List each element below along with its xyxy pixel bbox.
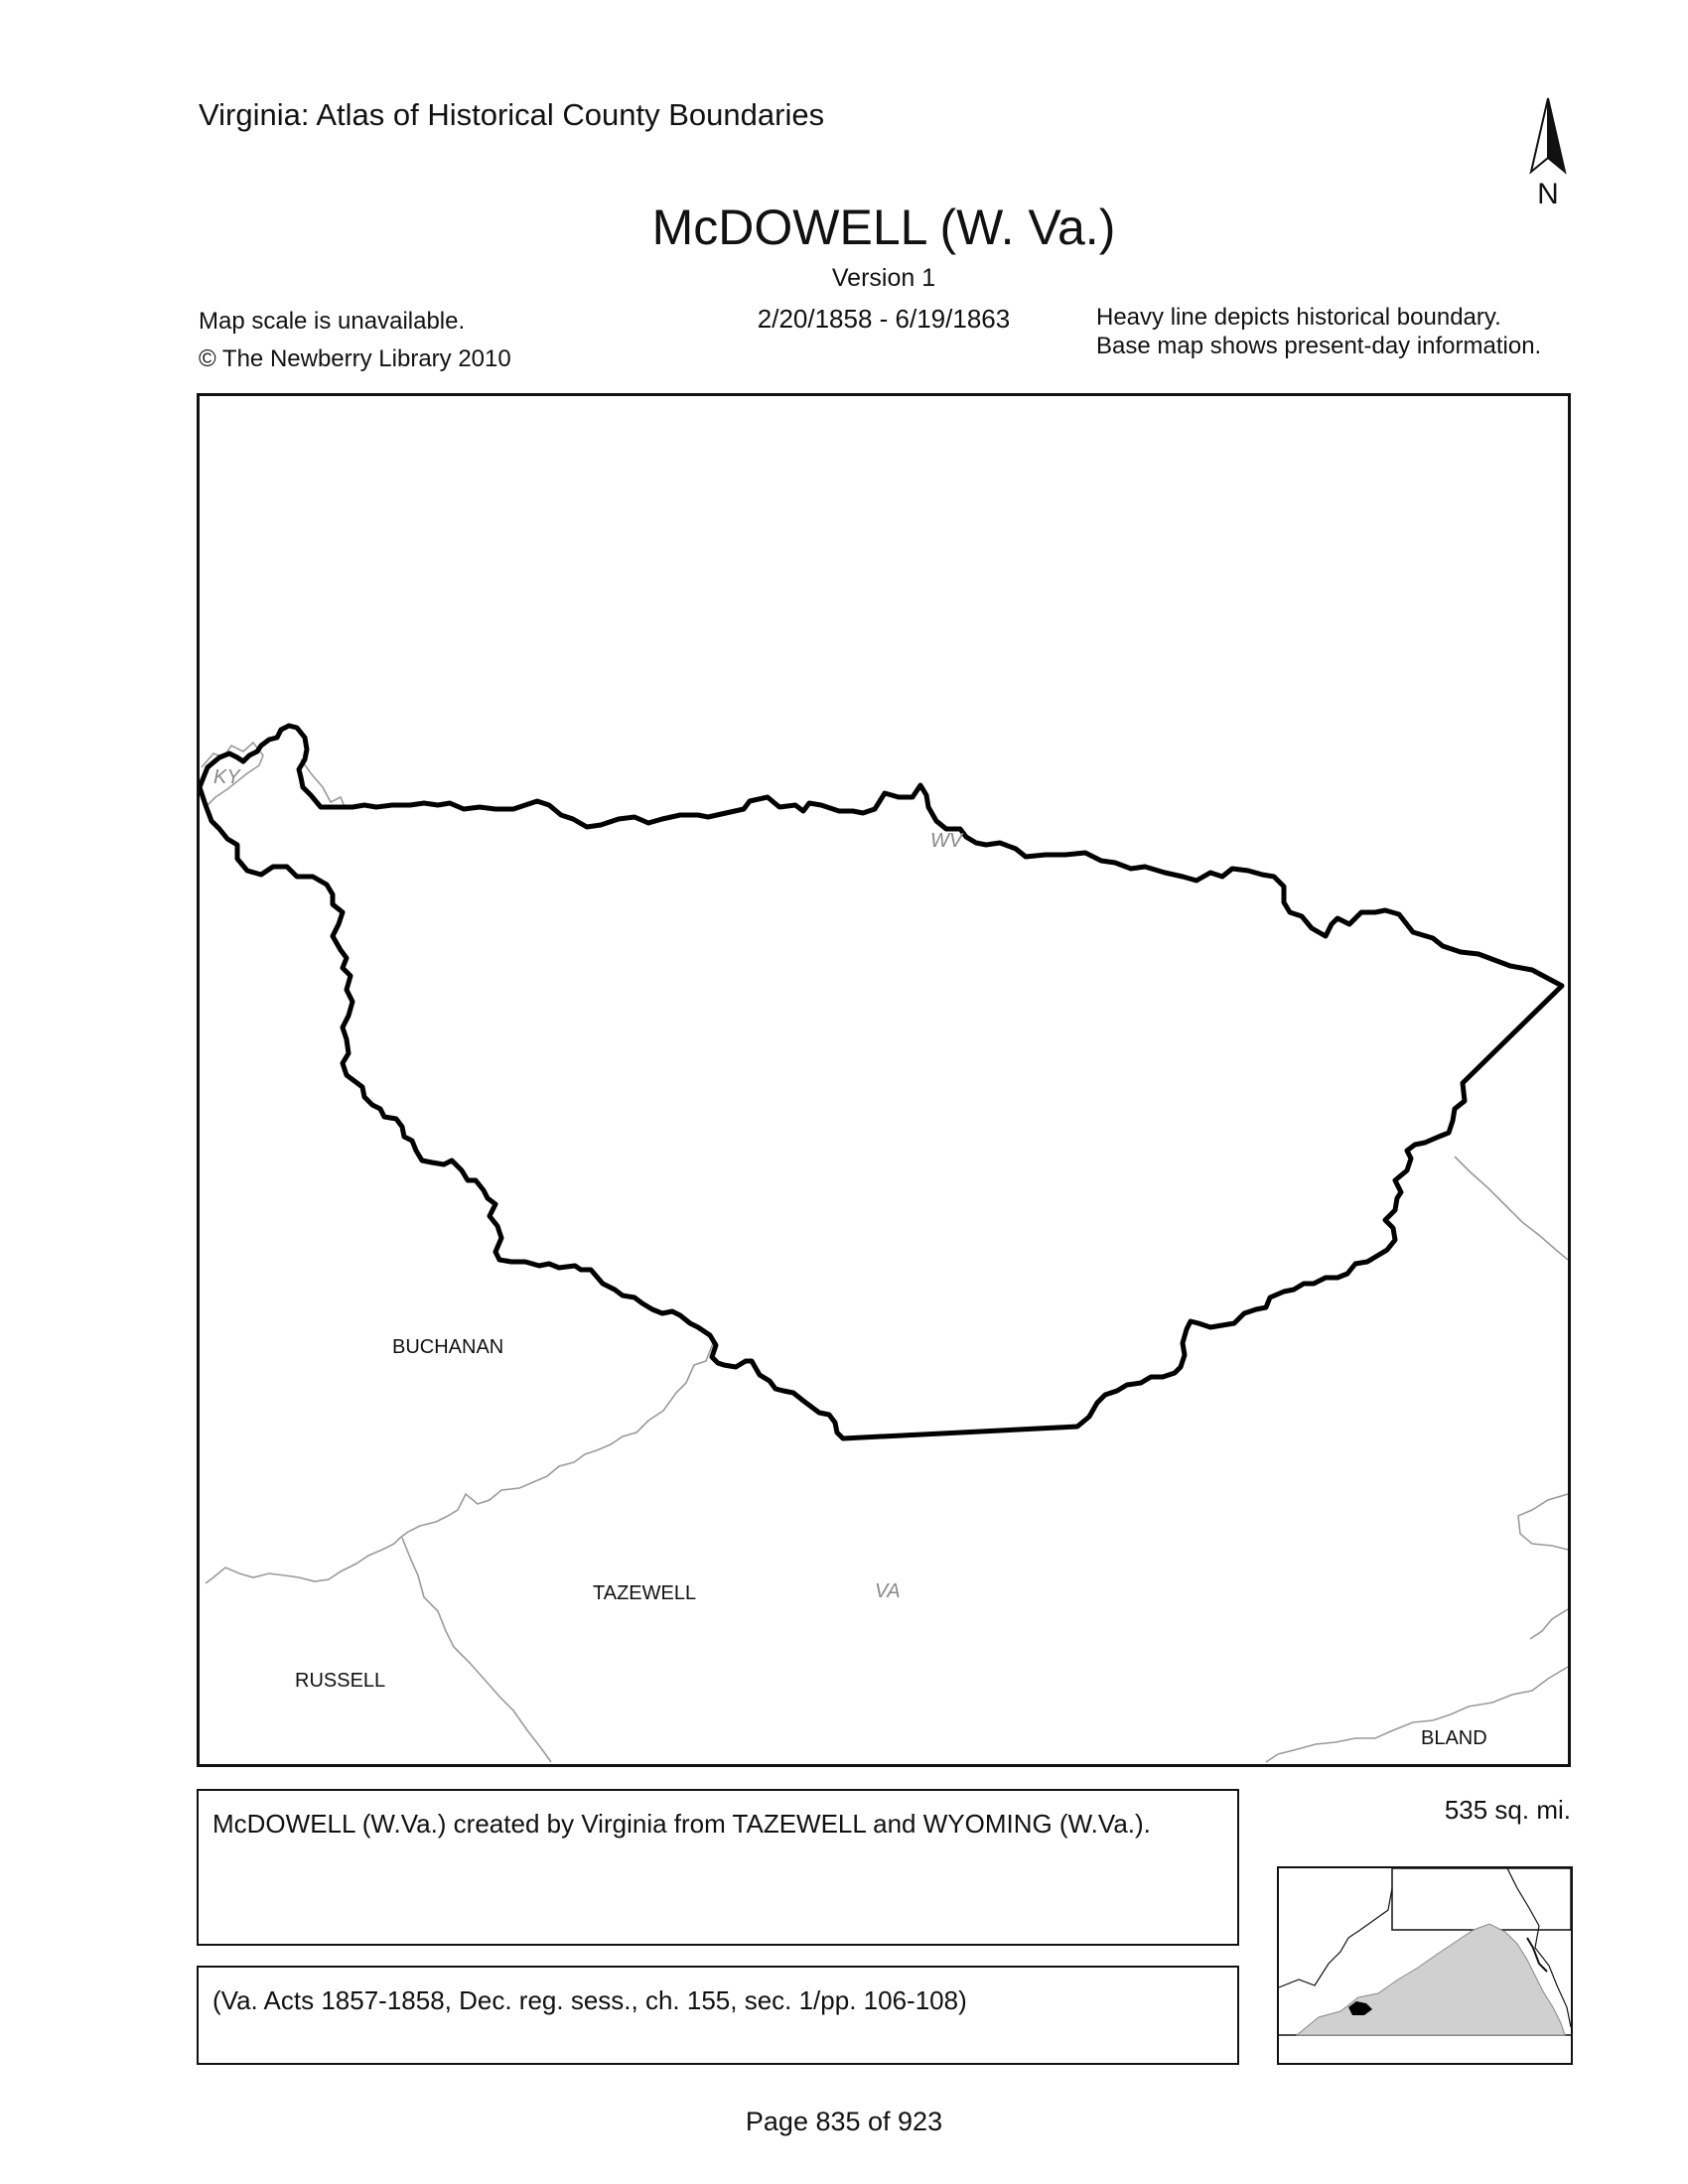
state-label-ky: KY	[213, 766, 241, 788]
citation-text: (Va. Acts 1857-1858, Dec. reg. sess., ch…	[212, 1985, 967, 2015]
county-label-russell: RUSSELL	[295, 1670, 385, 1692]
version-label: Version 1	[831, 264, 936, 292]
area-label: 535 sq. mi.	[1444, 1795, 1571, 1825]
inset-virginia-shape	[1295, 1923, 1566, 2036]
description-box: McDOWELL (W.Va.) created by Virginia fro…	[197, 1789, 1239, 1946]
wv-va-line-east	[1454, 1156, 1569, 1261]
inset-wv-border	[1279, 1887, 1393, 1988]
north-arrow-icon: N	[1529, 97, 1567, 208]
legend-line-1: Heavy line depicts historical boundary.	[1096, 304, 1501, 331]
atlas-title: Virginia: Atlas of Historical County Bou…	[199, 97, 825, 132]
inset-bay-line	[1526, 1937, 1548, 1973]
legend: Heavy line depicts historical boundary. …	[1096, 303, 1541, 360]
date-range: 2/20/1858 - 6/19/1863	[757, 304, 1011, 334]
base-map-lines	[201, 741, 1569, 1763]
state-label-va: VA	[875, 1580, 901, 1602]
legend-line-2: Base map shows present-day information.	[1096, 333, 1542, 359]
state-label-wv: WV	[930, 830, 964, 852]
mcdowell-historical-boundary	[197, 723, 1565, 1441]
inset-canvas	[1279, 1868, 1571, 2036]
bland-line-2	[1529, 1608, 1569, 1640]
scale-note: Map scale is unavailable.	[199, 308, 466, 335]
tazewell-russell-line	[401, 1537, 552, 1763]
locator-inset-map	[1277, 1866, 1573, 2065]
copyright-note: © The Newberry Library 2010	[199, 345, 511, 372]
buchanan-tazewell-line	[205, 1342, 714, 1584]
east-county-line	[1517, 1493, 1569, 1551]
bland-line	[1265, 1666, 1569, 1763]
county-title: McDOWELL (W. Va.)	[651, 200, 1116, 255]
map-frame: KY WV VA BUCHANAN TAZEWELL RUSSELL BLAND	[197, 393, 1571, 1767]
inset-coast-line	[1506, 1868, 1571, 2028]
north-label: N	[1537, 178, 1559, 208]
county-label-tazewell: TAZEWELL	[593, 1582, 696, 1604]
county-label-bland: BLAND	[1421, 1727, 1487, 1749]
county-label-buchanan: BUCHANAN	[392, 1336, 503, 1358]
ky-line-2	[300, 758, 347, 810]
description-text: McDOWELL (W.Va.) created by Virginia fro…	[212, 1809, 1151, 1839]
page-number: Page 835 of 923	[745, 2107, 943, 2136]
inset-county-highlight	[1348, 2001, 1372, 2015]
map-canvas: KY WV VA BUCHANAN TAZEWELL RUSSELL BLAND	[197, 723, 1569, 1763]
inset-state-border-north	[1391, 1868, 1571, 1931]
citation-box: (Va. Acts 1857-1858, Dec. reg. sess., ch…	[197, 1966, 1239, 2065]
